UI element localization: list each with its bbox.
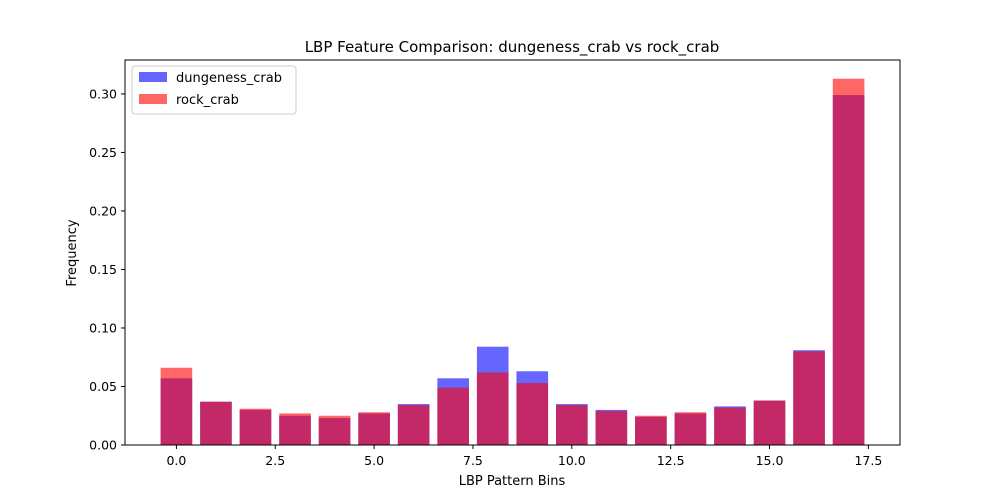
y-tick-label: 0.25: [89, 145, 117, 160]
bar-rock-crab-10: [555, 405, 588, 445]
bars-group: [160, 78, 865, 446]
bar-rock-crab-3: [279, 413, 311, 445]
y-tick-label: 0.30: [89, 86, 117, 101]
bar-rock-crab-9: [516, 382, 549, 445]
bar-rock-crab-13: [674, 412, 707, 445]
y-tick-label: 0.15: [89, 262, 117, 277]
bar-rock-crab-5: [358, 412, 390, 445]
bar-rock-crab-6: [397, 405, 430, 445]
bar-rock-crab-12: [635, 415, 667, 445]
legend-label-dungeness-crab: dungeness_crab: [176, 71, 282, 86]
x-axis-label: LBP Pattern Bins: [459, 474, 566, 489]
legend-swatch-rock-crab: [139, 94, 167, 104]
x-tick-label: 2.5: [265, 453, 285, 468]
bar-rock-crab-14: [714, 407, 746, 445]
bar-rock-crab-8: [476, 372, 509, 445]
x-tick-label: 7.5: [463, 453, 483, 468]
y-tick-label: 0.00: [89, 438, 117, 453]
y-tick-label: 0.05: [89, 379, 117, 394]
x-tick-label: 5.0: [364, 453, 384, 468]
x-tick-label: 10.0: [558, 453, 586, 468]
bar-rock-crab-17: [832, 78, 865, 446]
legend: dungeness_crab rock_crab: [131, 65, 297, 115]
y-tick-label: 0.10: [89, 320, 117, 335]
bar-rock-crab-7: [437, 387, 470, 445]
bar-rock-crab-4: [318, 415, 351, 445]
bar-rock-crab-1: [200, 401, 232, 445]
x-tick-label: 17.5: [854, 453, 882, 468]
x-tick-label: 0.0: [166, 453, 186, 468]
legend-swatch-dungeness-crab: [139, 72, 167, 82]
bar-rock-crab-16: [793, 351, 825, 445]
x-tick-label: 12.5: [657, 453, 685, 468]
legend-box: [131, 65, 297, 115]
bar-rock-crab-0: [160, 367, 193, 445]
legend-label-rock-crab: rock_crab: [176, 93, 239, 108]
x-tick-label: 15.0: [756, 453, 784, 468]
plot-frame: [124, 59, 901, 446]
y-axis-label: Frequency: [65, 219, 80, 286]
chart-title: LBP Feature Comparison: dungeness_crab v…: [305, 38, 720, 57]
y-tick-label: 0.20: [89, 203, 117, 218]
bar-rock-crab-2: [239, 408, 272, 445]
y-axis: 0.00 0.05 0.10 0.15 0.20 0.25 0.30: [89, 86, 125, 453]
bar-rock-crab-11: [595, 411, 628, 445]
bar-rock-crab-15: [753, 400, 786, 445]
x-axis: 0.0 2.5 5.0 7.5 10.0 12.5 15.0 17.5: [166, 445, 882, 468]
